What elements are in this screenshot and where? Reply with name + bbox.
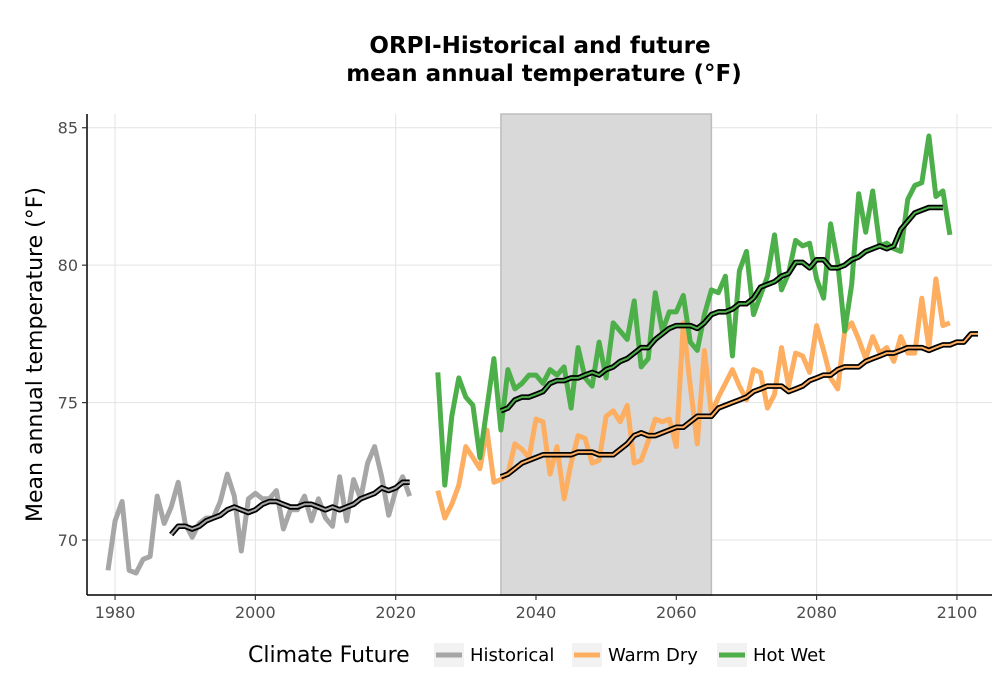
- x-tick-label: 1980: [95, 603, 136, 622]
- y-tick-label: 70: [58, 531, 78, 550]
- x-tick-label: 2020: [375, 603, 416, 622]
- x-tick-label: 2060: [656, 603, 697, 622]
- series-line-hot-wet: [435, 133, 953, 488]
- y-tick-label: 75: [58, 394, 78, 413]
- x-tick-label: 2000: [235, 603, 276, 622]
- y-axis-label: Mean annual temperature (°F): [23, 187, 48, 522]
- series-line-warm-dry: [435, 276, 951, 521]
- trend-line-warm-dry: [500, 332, 978, 478]
- y-tick-label: 80: [58, 256, 78, 275]
- x-tick-label: 2040: [516, 603, 557, 622]
- trend-outline-historical: [169, 479, 410, 537]
- chart-title-line-2: mean annual temperature (°F): [346, 61, 742, 87]
- legend-label-warm-dry: Warm Dry: [608, 645, 698, 666]
- series-line-historical: [105, 444, 413, 576]
- x-tick-label: 2080: [796, 603, 837, 622]
- legend-label-historical: Historical: [470, 645, 554, 666]
- chart-title: ORPI-Historical and future mean annual t…: [346, 33, 742, 87]
- axes: 1980 2000 2020 2040 2060 2080 2100 70 75 80 85: [58, 114, 992, 622]
- chart-title-line-1: ORPI-Historical and future: [369, 33, 710, 59]
- legend-title: Climate Future: [248, 643, 410, 668]
- projection-period-shading: [500, 113, 713, 596]
- trend-line-hot-wet: [500, 206, 943, 412]
- x-tick-label: 2100: [937, 603, 978, 622]
- trend-line-historical: [170, 481, 410, 536]
- y-tick-label: 85: [58, 119, 78, 138]
- legend: Climate Future Historical Warm Dry Hot Wet: [248, 643, 825, 668]
- series-layer: [105, 133, 978, 576]
- legend-label-hot-wet: Hot Wet: [753, 645, 825, 666]
